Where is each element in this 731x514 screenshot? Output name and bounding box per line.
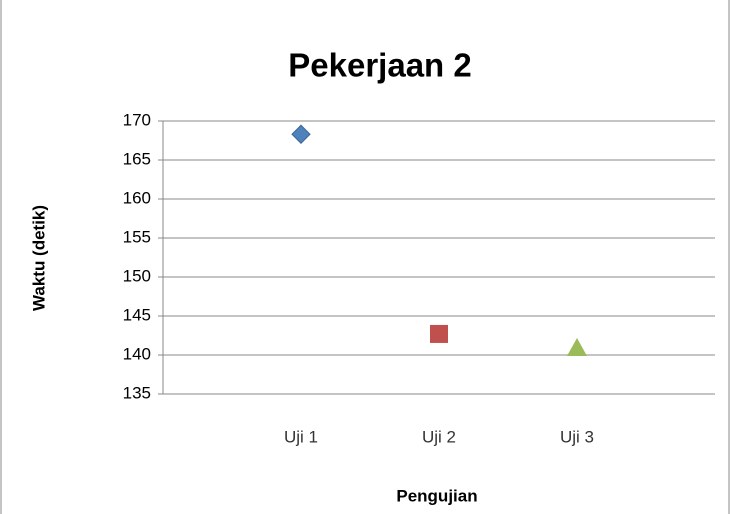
y-axis-label: Waktu (detik)	[29, 205, 48, 311]
y-tick-label: 135	[123, 383, 151, 402]
x-tick-label: Uji 1	[284, 427, 318, 446]
chart-title: Pekerjaan 2	[288, 47, 471, 84]
marker	[430, 324, 448, 343]
y-tick-label: 155	[123, 227, 151, 246]
y-tick-label: 170	[123, 110, 151, 129]
marker	[567, 337, 587, 356]
y-tick-label: 150	[123, 266, 151, 285]
y-tick-label: 145	[123, 305, 151, 324]
marker	[291, 124, 311, 144]
x-tick-label: Uji 3	[560, 427, 594, 446]
y-tick-label: 160	[123, 188, 151, 207]
y-tick-label: 140	[123, 344, 151, 363]
x-axis-label: Pengujian	[396, 486, 477, 505]
y-tick-label: 165	[123, 149, 151, 168]
x-tick-label: Uji 2	[422, 427, 456, 446]
